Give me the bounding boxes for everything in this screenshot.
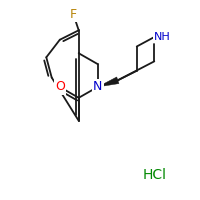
Text: F: F	[70, 8, 77, 21]
Text: NH: NH	[154, 32, 171, 42]
Text: HCl: HCl	[142, 168, 166, 182]
Polygon shape	[98, 77, 119, 87]
Text: O: O	[55, 80, 65, 94]
Text: N: N	[93, 80, 102, 94]
